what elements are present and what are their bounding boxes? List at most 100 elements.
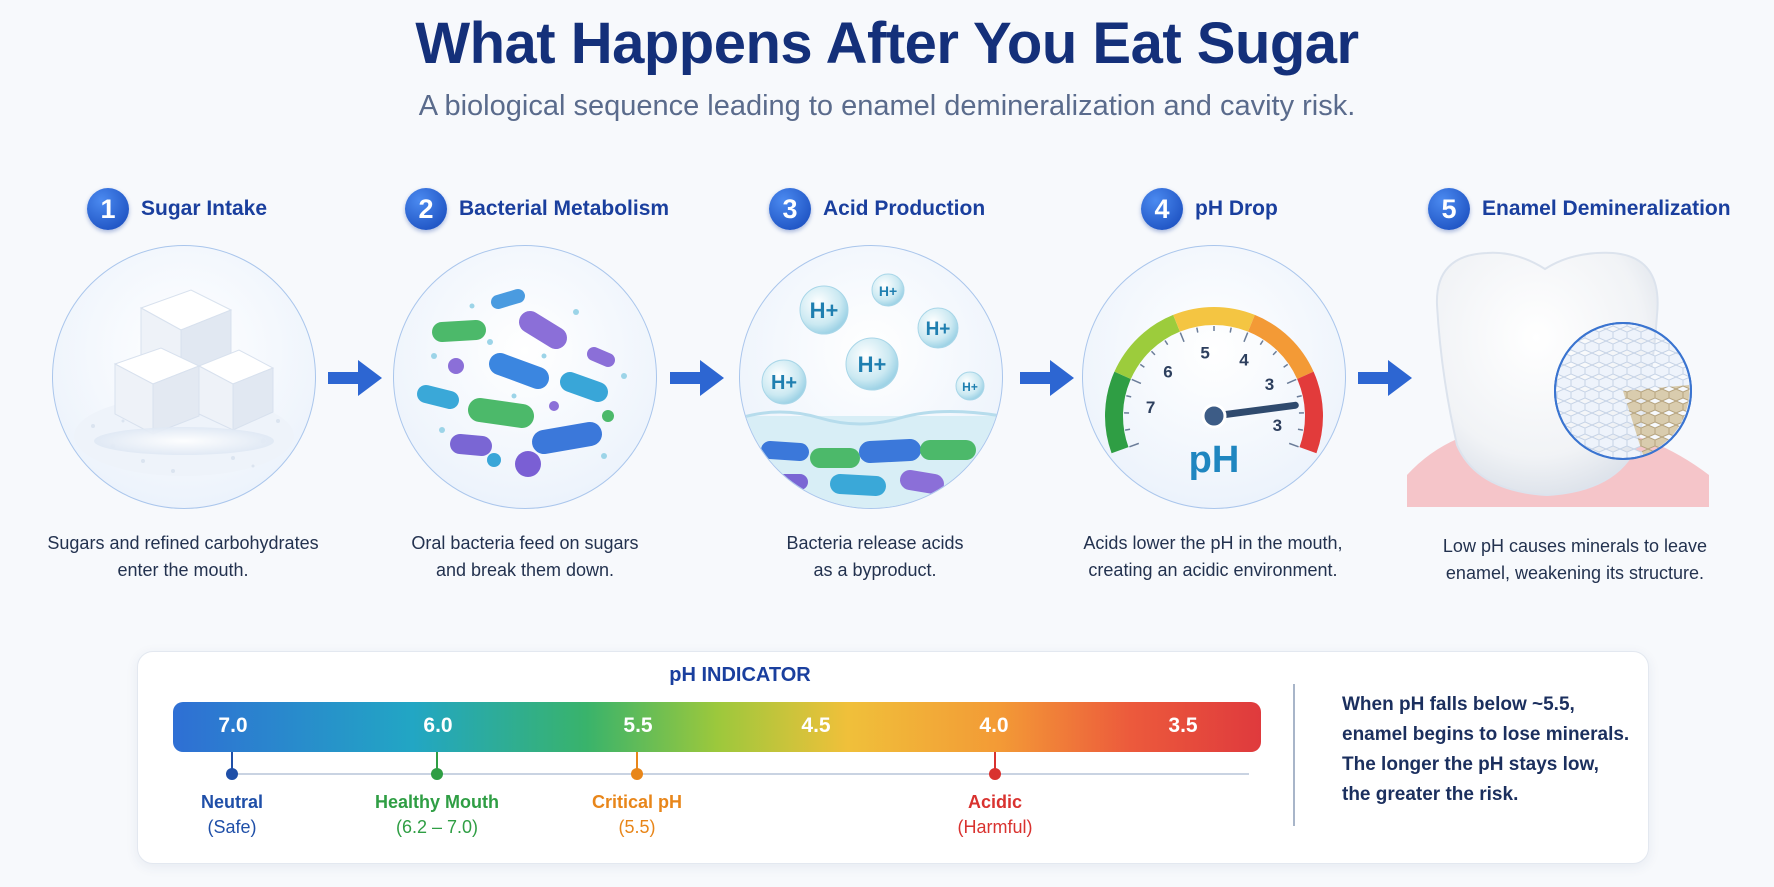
gauge-tick-mark <box>1243 332 1249 343</box>
ph-panel-divider <box>1293 684 1295 826</box>
gauge-tick-label: 4 <box>1239 350 1249 369</box>
right-arrow-icon <box>670 360 724 396</box>
step-3-description-line: as a byproduct. <box>813 560 937 580</box>
step-5-number: 5 <box>1428 188 1470 230</box>
step-4-description-line: creating an acidic environment. <box>1088 560 1338 580</box>
ph-gradient-bar <box>173 702 1261 752</box>
step-4-number: 4 <box>1141 188 1183 230</box>
marker-critical-label: Critical pH <box>591 792 683 812</box>
step-2-header: 2 Bacterial Metabolism <box>405 188 669 230</box>
gauge-tick-mark <box>1286 378 1297 385</box>
marker-stem <box>231 752 233 772</box>
marker-dot <box>631 768 643 780</box>
marker-critical-sub: (5.5) <box>618 817 656 837</box>
marker-healthy: Healthy Mouth (6.2 – 7.0) <box>337 790 537 840</box>
right-arrow-icon <box>1020 360 1074 396</box>
step-1-header: 1 Sugar Intake <box>87 188 267 230</box>
gauge-tick-label: 7 <box>1146 398 1155 417</box>
acid-ion-label: H+ <box>879 283 897 299</box>
right-arrow-icon <box>1358 360 1412 396</box>
acid-production-illustration: H+ H+ H+ H+ H+ H+ <box>739 245 1003 509</box>
marker-dot <box>226 768 238 780</box>
gauge-tick-mark <box>1288 442 1299 448</box>
gauge-tick-mark <box>1131 378 1142 385</box>
acid-ion-label: H+ <box>926 319 951 340</box>
ph-tick-label: 4.5 <box>801 714 831 737</box>
step-3-description-line: Bacteria release acids <box>786 533 964 553</box>
gauge-tick-mark <box>1126 395 1132 398</box>
step-2-description-line: and break them down. <box>435 560 615 580</box>
marker-dot <box>431 768 443 780</box>
step-1-title: Sugar Intake <box>141 197 268 220</box>
gauge-tick-mark <box>1272 350 1278 356</box>
marker-healthy-label: Healthy Mouth <box>375 792 499 812</box>
ph-tick-label: 7.0 <box>218 714 248 737</box>
step-1-description-line: Sugars and refined carbohydrates <box>47 533 319 553</box>
ph-tick-label: 5.5 <box>623 714 653 737</box>
step-4-title: pH Drop <box>1195 197 1278 220</box>
gauge-tick-mark <box>1124 428 1131 431</box>
ph-note-line: the greater the risk. <box>1342 784 1519 805</box>
gauge-arc-segment <box>1247 314 1314 380</box>
right-arrow-icon <box>328 360 382 396</box>
step-2-number: 2 <box>405 188 447 230</box>
step-1-description-line: enter the mouth. <box>117 560 249 580</box>
marker-neutral-sub: (Safe) <box>207 817 257 837</box>
ph-indicator-panel <box>137 651 1649 864</box>
gauge-tick-label: 3 <box>1273 416 1282 435</box>
gauge-tick-mark <box>1129 442 1140 448</box>
gauge-tick-mark <box>1297 428 1304 431</box>
gauge-arc-segment <box>1173 307 1255 332</box>
step-5-description: Low pH causes minerals to leave enamel, … <box>1430 533 1720 587</box>
gauge-tick-mark <box>1164 340 1169 346</box>
marker-dot <box>989 768 1001 780</box>
ph-tick-label: 6.0 <box>423 714 453 737</box>
acid-ion-label: H+ <box>858 352 887 377</box>
step-4-description-line: Acids lower the pH in the mouth, <box>1083 533 1343 553</box>
marker-stem <box>994 752 996 772</box>
ph-note-line: enamel begins to lose minerals. <box>1342 724 1630 745</box>
gauge-tick-mark <box>1283 363 1289 368</box>
gauge-tick-label: 3 <box>1265 375 1274 394</box>
step-5-description-line: enamel, weakening its structure. <box>1445 563 1705 583</box>
step-5-title: Enamel Demineralization <box>1482 197 1731 220</box>
step-1-description: Sugars and refined carbohydrates enter t… <box>38 530 328 584</box>
step-1-number: 1 <box>87 188 129 230</box>
gauge-needle <box>1210 401 1299 420</box>
step-4-description: Acids lower the pH in the mouth, creatin… <box>1068 530 1358 584</box>
ph-tick-label: 4.0 <box>979 714 1009 737</box>
tooth-enamel-illustration <box>1407 245 1709 507</box>
gauge-arc-segment <box>1297 371 1323 454</box>
gauge-arc-segment <box>1114 314 1181 380</box>
marker-stem <box>436 752 438 772</box>
marker-acidic-label: Acidic <box>967 792 1023 812</box>
step-2-description: Oral bacteria feed on sugars and break t… <box>380 530 670 584</box>
gauge-tick-mark <box>1296 395 1302 398</box>
marker-neutral: Neutral (Safe) <box>132 790 332 840</box>
gauge-tick-mark <box>1150 350 1156 356</box>
page-title: What Happens After You Eat Sugar <box>415 11 1359 76</box>
marker-acidic-sub: (Harmful) <box>957 817 1033 837</box>
marker-neutral-label: Neutral <box>200 792 263 812</box>
gauge-tick-label: 6 <box>1163 363 1172 382</box>
step-4-header: 4 pH Drop <box>1141 188 1278 230</box>
step-5-description-line: Low pH causes minerals to leave <box>1442 536 1708 556</box>
gauge-tick-mark <box>1196 327 1199 333</box>
gauge-tick-mark <box>1139 363 1145 368</box>
gauge-tick-label: 5 <box>1200 344 1209 363</box>
step-2-title: Bacterial Metabolism <box>459 197 670 220</box>
step-2-description-line: Oral bacteria feed on sugars <box>411 533 639 553</box>
gauge-tick-mark <box>1179 332 1185 343</box>
step-3-number: 3 <box>769 188 811 230</box>
marker-stem <box>636 752 638 772</box>
step-3-header: 3 Acid Production <box>769 188 985 230</box>
step-3-description: Bacteria release acids as a byproduct. <box>730 530 1020 584</box>
ph-note-line: The longer the pH stays low, <box>1342 754 1599 775</box>
ph-indicator-title: pH INDICATOR <box>669 664 811 686</box>
gauge-tick-mark <box>1259 340 1264 346</box>
acid-ion-label: H+ <box>810 298 839 323</box>
gauge-ph-label: pH <box>1189 439 1240 481</box>
gauge-arc-segment <box>1105 371 1131 454</box>
page-subtitle: A biological sequence leading to enamel … <box>418 90 1356 122</box>
bacteria-illustration <box>393 245 657 509</box>
